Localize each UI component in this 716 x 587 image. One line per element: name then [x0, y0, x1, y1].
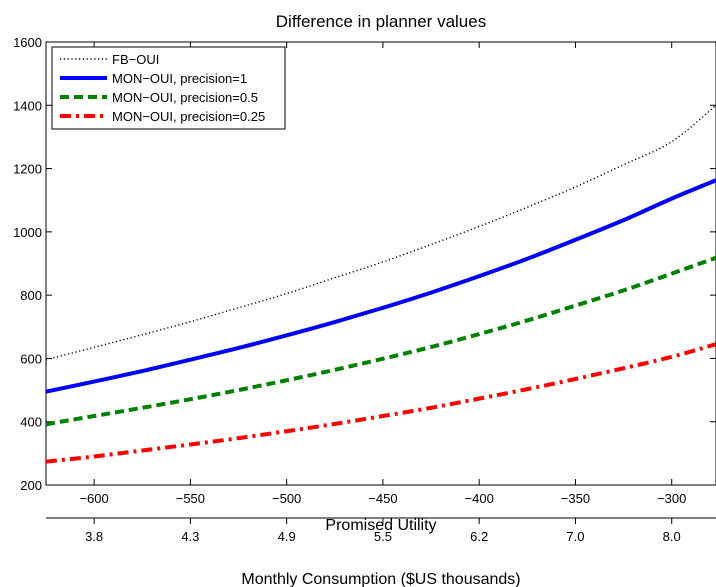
y-tick-label: 1600: [13, 35, 42, 50]
secondary-x-tick-label: 5.5: [374, 529, 392, 544]
y-tick-label: 1200: [13, 162, 42, 177]
y-tick-label: 800: [20, 288, 42, 303]
chart-title: Difference in planner values: [276, 12, 486, 31]
secondary-x-tick-label: 6.2: [470, 529, 488, 544]
secondary-x-tick-label: 3.8: [85, 529, 103, 544]
x-tick-label: −500: [272, 491, 301, 506]
x-tick-label: −450: [368, 491, 397, 506]
axes-layer: 200 400 600 800 1000 1200 1400 1600 −600 −550 −500…: [13, 35, 716, 544]
series-line-1: [46, 104, 716, 361]
legend: FB−OUI MON−OUI, precision=1 MON−OUI, preci…: [51, 46, 286, 130]
y-tick-label: 200: [20, 478, 42, 493]
x-tick-label: −300: [657, 491, 686, 506]
secondary-x-tick-label: 7.0: [566, 529, 584, 544]
secondary-x-tick-label: 4.9: [278, 529, 296, 544]
legend-label-1: FB−OUI: [112, 52, 159, 67]
y-tick-label: 600: [20, 351, 42, 366]
series-line-2: [46, 178, 716, 394]
y-tick-label: 400: [20, 415, 42, 430]
plot-frame: [45, 41, 716, 486]
series-line-3: [46, 255, 716, 427]
series-layer: [46, 104, 716, 464]
series-line-4: [46, 342, 716, 464]
legend-label-4: MON−OUI, precision=0.25: [112, 109, 265, 124]
y-tick-label: 1400: [13, 98, 42, 113]
secondary-x-tick-label: 8.0: [663, 529, 681, 544]
x-tick-label: −350: [561, 491, 590, 506]
legend-label-3: MON−OUI, precision=0.5: [112, 90, 258, 105]
secondary-x-tick-label: 4.3: [181, 529, 199, 544]
secondary-x-axis-label: Monthly Consumption ($US thousands): [241, 571, 520, 587]
x-tick-label: −400: [465, 491, 494, 506]
legend-label-2: MON−OUI, precision=1: [112, 71, 247, 86]
x-tick-label: −550: [176, 491, 205, 506]
y-tick-label: 1000: [13, 225, 42, 240]
x-axis-label: Promised Utility: [325, 517, 436, 534]
x-tick-label: −600: [79, 491, 108, 506]
